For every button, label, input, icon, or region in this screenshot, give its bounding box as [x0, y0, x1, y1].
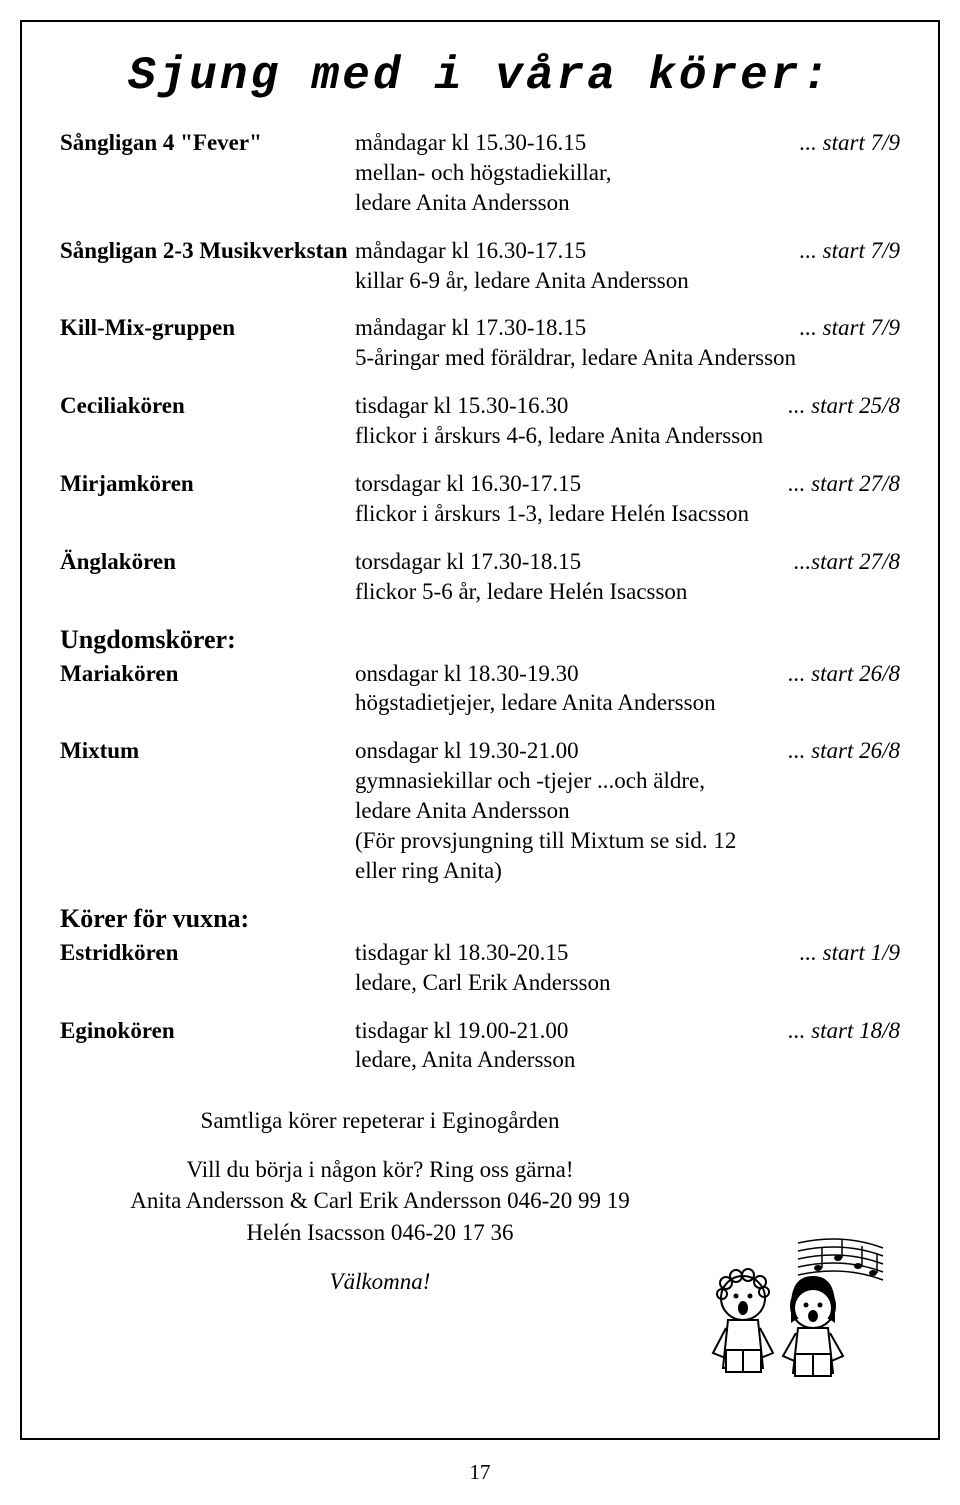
- choir-row: Mixtum onsdagar kl 19.30-21.00 ... start…: [60, 736, 900, 885]
- choir-row: Mirjamkören torsdagar kl 16.30-17.15 ...…: [60, 469, 900, 529]
- choir-desc: gymnasiekillar och -tjejer ...och äldre,…: [355, 766, 900, 886]
- choir-name: Änglakören: [60, 547, 355, 577]
- schedule-line: måndagar kl 16.30-17.15 ... start 7/9: [355, 236, 900, 266]
- choir-time: måndagar kl 15.30-16.15: [355, 128, 586, 158]
- choir-body: måndagar kl 17.30-18.15 ... start 7/9 5-…: [355, 313, 900, 373]
- choir-desc: flickor i årskurs 4-6, ledare Anita Ande…: [355, 421, 900, 451]
- choir-start: ... start 1/9: [800, 938, 900, 968]
- schedule-line: tisdagar kl 15.30-16.30 ... start 25/8: [355, 391, 900, 421]
- choir-start: ... start 27/8: [788, 469, 900, 499]
- choir-name: Mirjamkören: [60, 469, 355, 499]
- choir-name: Sångligan 2-3 Musikverkstan: [60, 236, 355, 266]
- choir-desc: 5-åringar med föräldrar, ledare Anita An…: [355, 343, 900, 373]
- choir-time: måndagar kl 17.30-18.15: [355, 313, 586, 343]
- choir-name: Mixtum: [60, 736, 355, 766]
- choir-start: ... start 7/9: [800, 313, 900, 343]
- choir-body: onsdagar kl 19.30-21.00 ... start 26/8 g…: [355, 736, 900, 885]
- choir-start: ... start 25/8: [788, 391, 900, 421]
- footer-line1: Samtliga körer repeterar i Eginogården: [60, 1105, 700, 1136]
- choir-start: ... start 7/9: [800, 128, 900, 158]
- choir-name: Kill-Mix-gruppen: [60, 313, 355, 343]
- footer-block: Samtliga körer repeterar i Eginogården V…: [60, 1105, 700, 1296]
- choir-row: Mariakören onsdagar kl 18.30-19.30 ... s…: [60, 659, 900, 719]
- choir-body: tisdagar kl 19.00-21.00 ... start 18/8 l…: [355, 1016, 900, 1076]
- choir-time: torsdagar kl 16.30-17.15: [355, 469, 581, 499]
- schedule-line: tisdagar kl 19.00-21.00 ... start 18/8: [355, 1016, 900, 1046]
- choir-body: onsdagar kl 18.30-19.30 ... start 26/8 h…: [355, 659, 900, 719]
- footer-welcome: Välkomna!: [60, 1266, 700, 1297]
- schedule-line: måndagar kl 15.30-16.15 ... start 7/9: [355, 128, 900, 158]
- choir-row: Eginokören tisdagar kl 19.00-21.00 ... s…: [60, 1016, 900, 1076]
- choir-name: Estridkören: [60, 938, 355, 968]
- page-frame: Sjung med i våra körer: Sångligan 4 "Fev…: [20, 20, 940, 1440]
- choir-start: ... start 26/8: [788, 736, 900, 766]
- choir-desc: mellan- och högstadiekillar, ledare Anit…: [355, 158, 900, 218]
- schedule-line: torsdagar kl 16.30-17.15 ... start 27/8: [355, 469, 900, 499]
- choir-time: tisdagar kl 18.30-20.15: [355, 938, 568, 968]
- choir-time: torsdagar kl 17.30-18.15: [355, 547, 581, 577]
- choir-time: onsdagar kl 19.30-21.00: [355, 736, 579, 766]
- choir-body: tisdagar kl 18.30-20.15 ... start 1/9 le…: [355, 938, 900, 998]
- choir-body: torsdagar kl 17.30-18.15 ...start 27/8 f…: [355, 547, 900, 607]
- choir-body: torsdagar kl 16.30-17.15 ... start 27/8 …: [355, 469, 900, 529]
- schedule-line: måndagar kl 17.30-18.15 ... start 7/9: [355, 313, 900, 343]
- choir-row: Kill-Mix-gruppen måndagar kl 17.30-18.15…: [60, 313, 900, 373]
- choir-name: Mariakören: [60, 659, 355, 689]
- choir-row: Ceciliakören tisdagar kl 15.30-16.30 ...…: [60, 391, 900, 451]
- choir-time: tisdagar kl 19.00-21.00: [355, 1016, 568, 1046]
- youth-header: Ungdomskörer:: [60, 625, 900, 655]
- singers-illustration-icon: [688, 1228, 888, 1383]
- choir-body: tisdagar kl 15.30-16.30 ... start 25/8 f…: [355, 391, 900, 451]
- choir-time: tisdagar kl 15.30-16.30: [355, 391, 568, 421]
- page-title: Sjung med i våra körer:: [60, 50, 900, 102]
- choir-desc: högstadietjejer, ledare Anita Andersson: [355, 688, 900, 718]
- schedule-line: onsdagar kl 19.30-21.00 ... start 26/8: [355, 736, 900, 766]
- choir-body: måndagar kl 16.30-17.15 ... start 7/9 ki…: [355, 236, 900, 296]
- choir-start: ... start 26/8: [788, 659, 900, 689]
- choir-start: ...start 27/8: [794, 547, 900, 577]
- choir-row: Sångligan 2-3 Musikverkstan måndagar kl …: [60, 236, 900, 296]
- choir-start: ... start 18/8: [788, 1016, 900, 1046]
- choir-name: Sångligan 4 "Fever": [60, 128, 355, 158]
- choir-body: måndagar kl 15.30-16.15 ... start 7/9 me…: [355, 128, 900, 218]
- choir-time: onsdagar kl 18.30-19.30: [355, 659, 579, 689]
- adult-header: Körer för vuxna:: [60, 904, 900, 934]
- choir-list-youth: Mariakören onsdagar kl 18.30-19.30 ... s…: [60, 659, 900, 886]
- schedule-line: torsdagar kl 17.30-18.15 ...start 27/8: [355, 547, 900, 577]
- choir-name: Eginokören: [60, 1016, 355, 1046]
- choir-desc: flickor 5-6 år, ledare Helén Isacsson: [355, 577, 900, 607]
- footer-line2: Vill du börja i någon kör? Ring oss gärn…: [60, 1154, 700, 1247]
- choir-list-main: Sångligan 4 "Fever" måndagar kl 15.30-16…: [60, 128, 900, 607]
- choir-desc: flickor i årskurs 1-3, ledare Helén Isac…: [355, 499, 900, 529]
- choir-row: Sångligan 4 "Fever" måndagar kl 15.30-16…: [60, 128, 900, 218]
- schedule-line: onsdagar kl 18.30-19.30 ... start 26/8: [355, 659, 900, 689]
- choir-start: ... start 7/9: [800, 236, 900, 266]
- page-number: 17: [20, 1460, 940, 1485]
- choir-desc: ledare, Anita Andersson: [355, 1045, 900, 1075]
- choir-time: måndagar kl 16.30-17.15: [355, 236, 586, 266]
- choir-list-adult: Estridkören tisdagar kl 18.30-20.15 ... …: [60, 938, 900, 1076]
- schedule-line: tisdagar kl 18.30-20.15 ... start 1/9: [355, 938, 900, 968]
- choir-desc: ledare, Carl Erik Andersson: [355, 968, 900, 998]
- choir-row: Änglakören torsdagar kl 17.30-18.15 ...s…: [60, 547, 900, 607]
- choir-desc: killar 6-9 år, ledare Anita Andersson: [355, 266, 900, 296]
- choir-name: Ceciliakören: [60, 391, 355, 421]
- choir-row: Estridkören tisdagar kl 18.30-20.15 ... …: [60, 938, 900, 998]
